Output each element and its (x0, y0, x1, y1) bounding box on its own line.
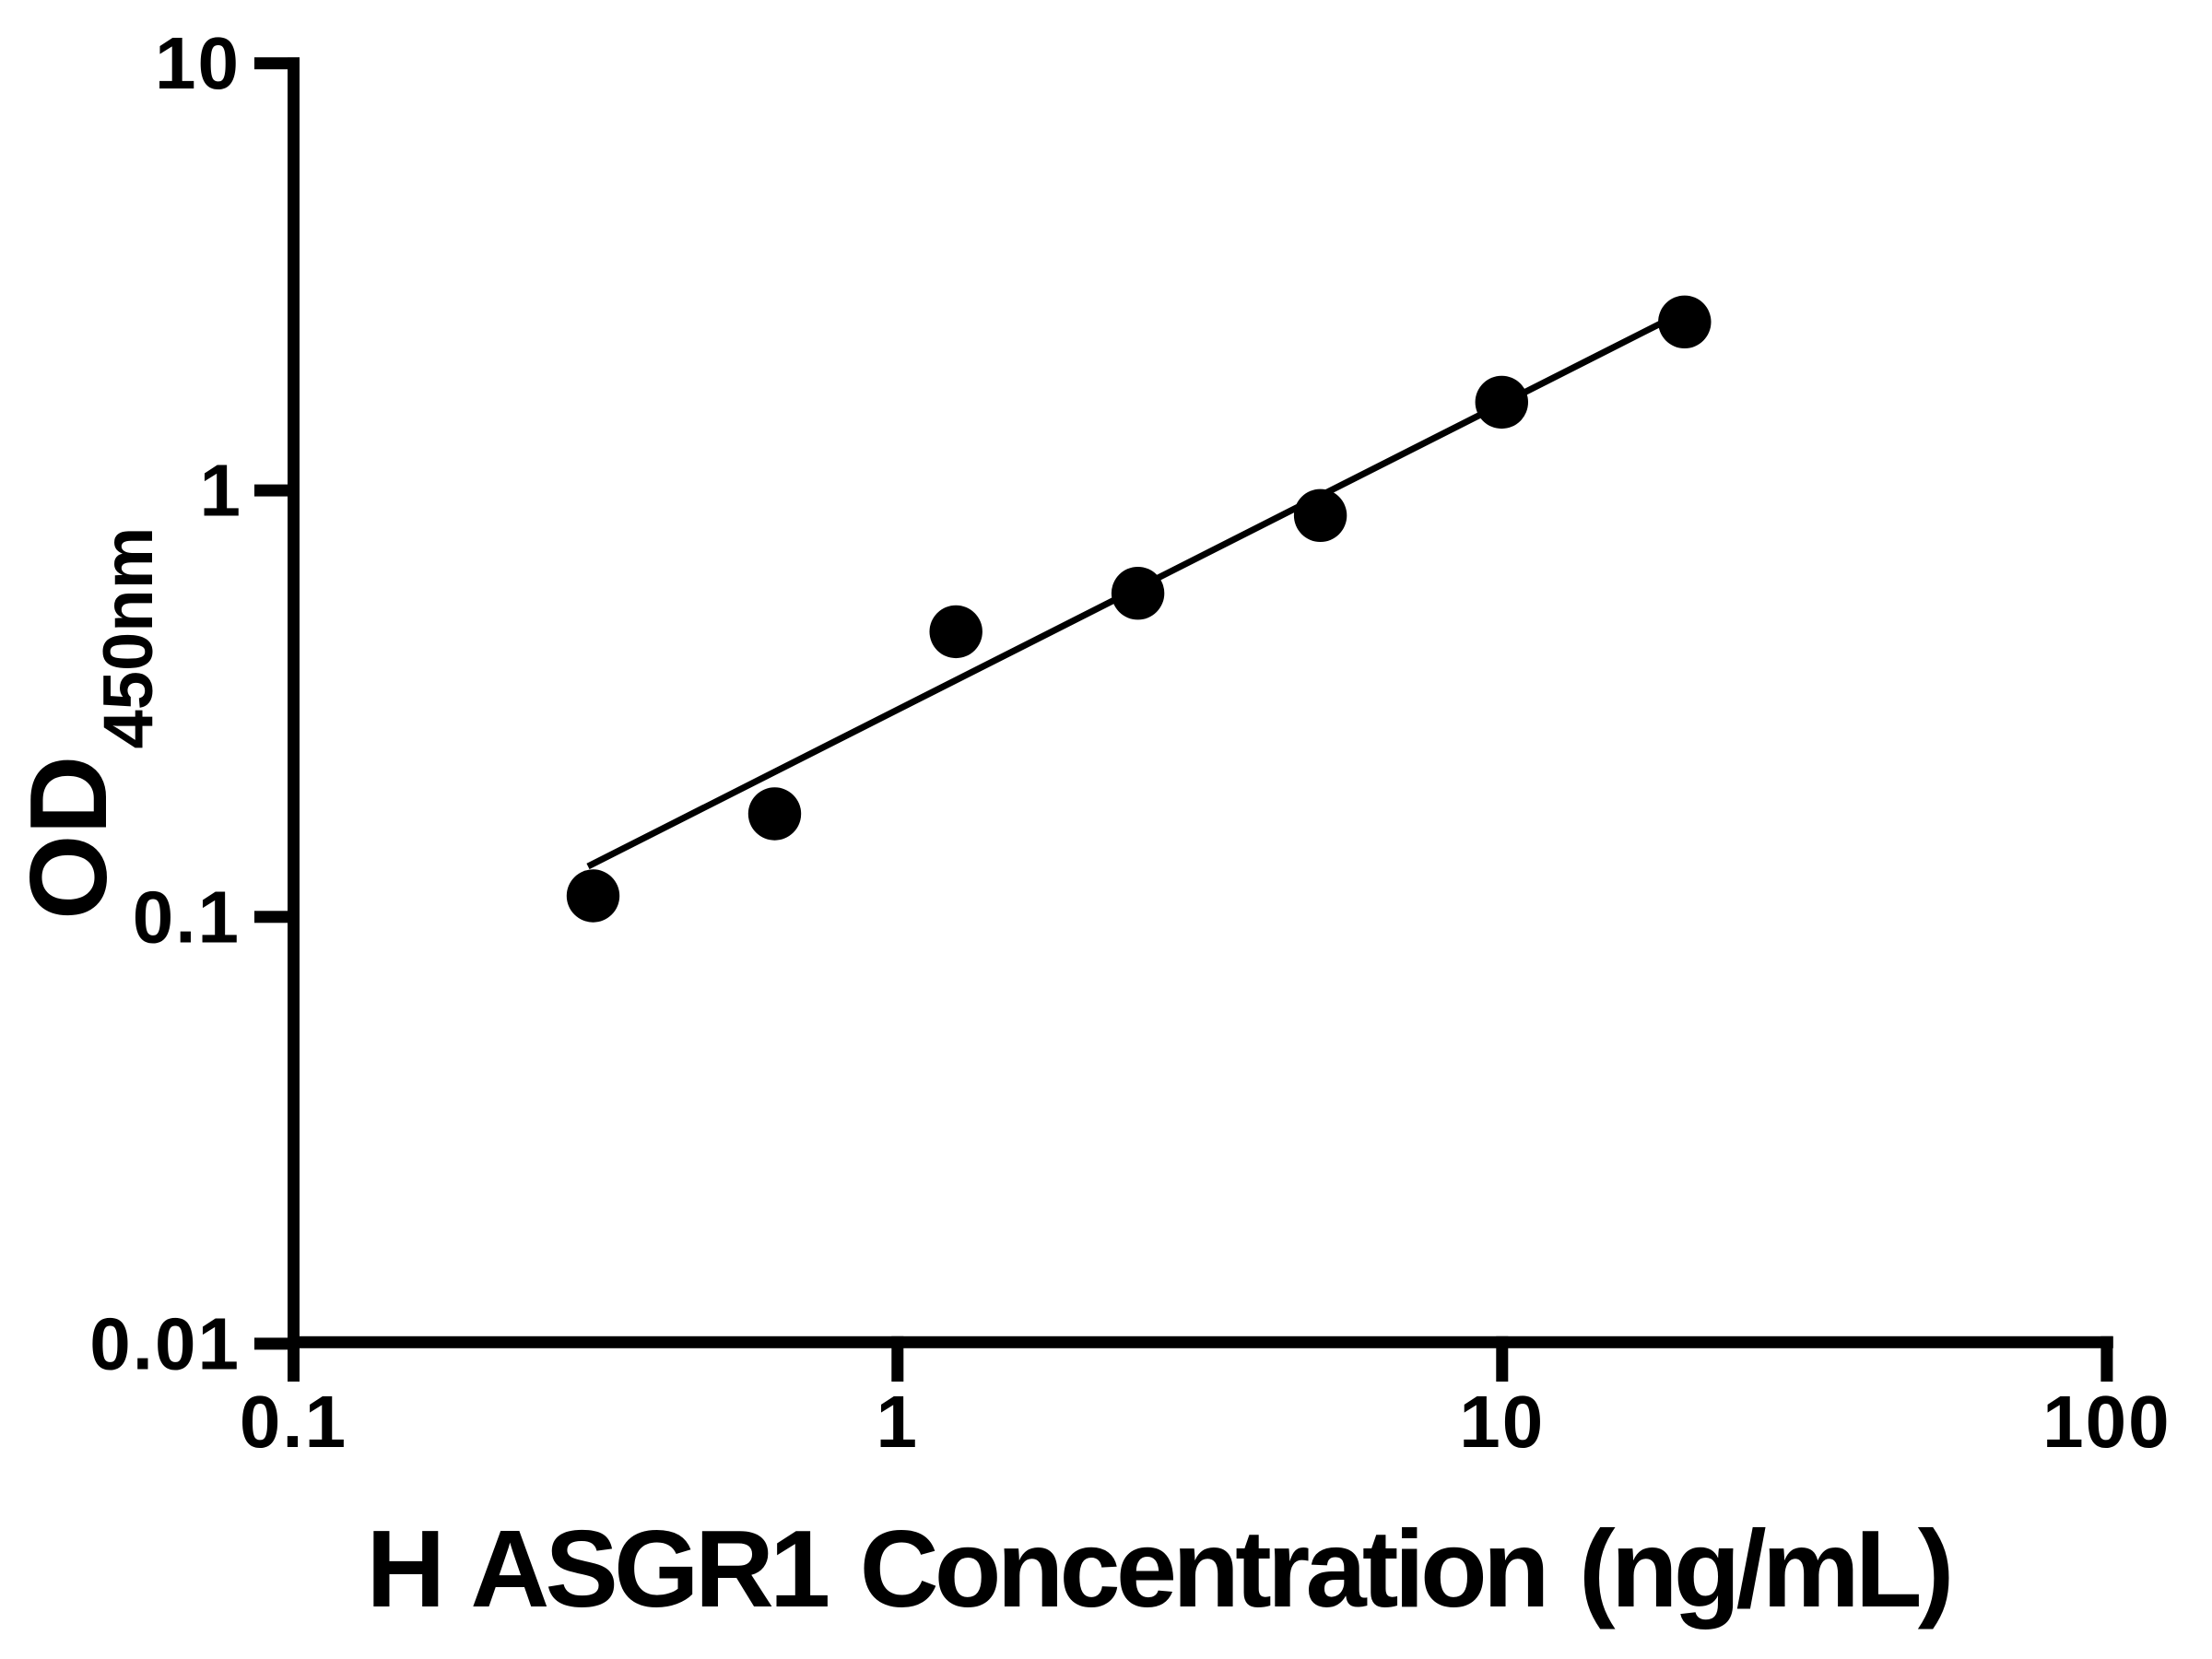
svg-text:10: 10 (155, 22, 241, 104)
svg-text:0.1: 0.1 (133, 876, 241, 958)
svg-text:1: 1 (200, 450, 243, 532)
svg-text:10: 10 (1459, 1381, 1545, 1463)
svg-text:H ASGR1 Concentration (ng/mL): H ASGR1 Concentration (ng/mL) (366, 1508, 1949, 1630)
svg-text:1: 1 (877, 1381, 920, 1463)
svg-text:0.1: 0.1 (240, 1381, 347, 1463)
svg-text:0.01: 0.01 (89, 1302, 241, 1384)
svg-text:100: 100 (2042, 1381, 2171, 1463)
